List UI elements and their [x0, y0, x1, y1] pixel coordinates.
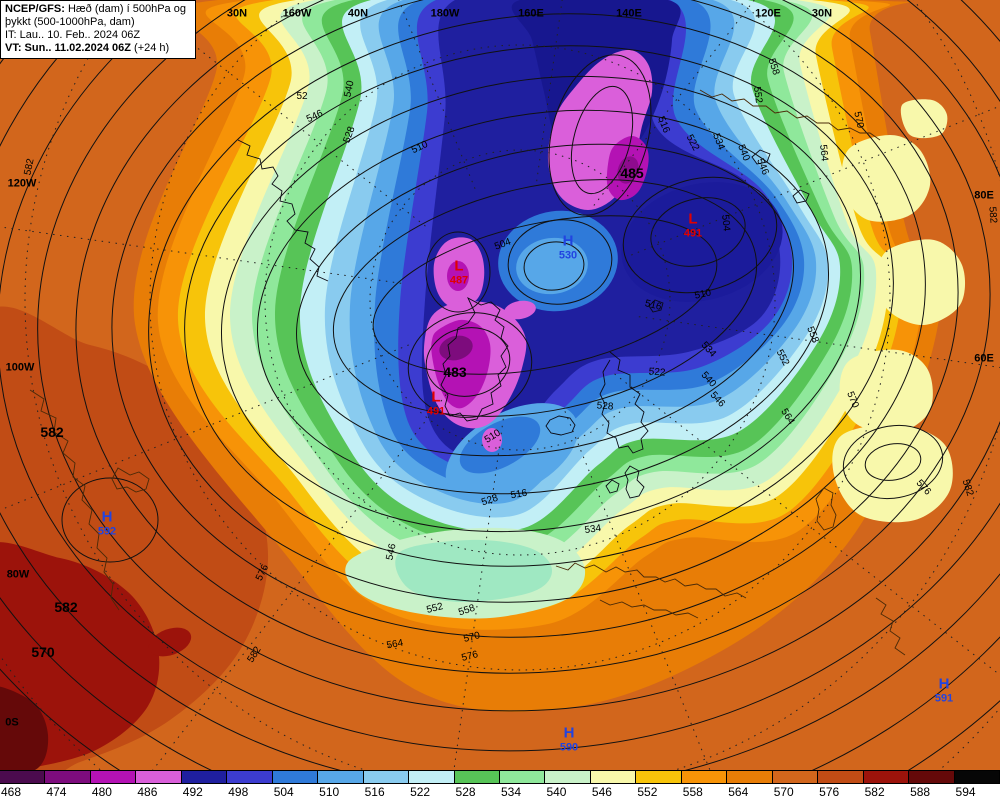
colorbar-tick-label: 528 [455, 785, 476, 799]
title-line-2: þykkt (500-1000hPa, dam) [5, 16, 135, 28]
colorbar-tick-label: 552 [637, 785, 658, 799]
map-canvas: 30N 160W 40N 180W 160E 140E 120E 30N 120W 100W 80W… [0, 0, 1000, 770]
colorbar-swatch [272, 771, 319, 783]
colorbar-swatch [363, 771, 410, 783]
colorbar-swatch [45, 771, 91, 783]
colorbar-tick-label: 582 [864, 785, 885, 799]
colorbar-swatch [499, 771, 546, 783]
colorbar-tick-label: 534 [500, 785, 522, 799]
colorbar-tick-label: 480 [91, 785, 112, 799]
colorbar-tick-label: 474 [46, 785, 67, 799]
colorbar-tick-label: 522 [410, 785, 431, 799]
colorbar-tick-label: 576 [819, 785, 840, 799]
title-line-3: IT: Lau.. 10. Feb.. 2024 06Z [5, 29, 141, 41]
colorbar-swatch [181, 771, 228, 783]
colorbar-swatch [954, 771, 1000, 783]
colorbar-swatch [727, 771, 773, 783]
colorbar-swatch [545, 771, 591, 783]
colorbar-tick-label: 468 [0, 785, 22, 799]
colorbar-swatch [909, 771, 955, 783]
colorbar-swatch [136, 771, 182, 783]
colorbar-tick-label: 594 [955, 785, 976, 799]
map-graphic [0, 0, 1000, 770]
colorbar-swatch [454, 771, 500, 783]
colorbar-swatch [818, 771, 864, 783]
colorbar-tick-label: 492 [182, 785, 203, 799]
colorbar [0, 770, 1000, 784]
colorbar-tick-label: 510 [319, 785, 340, 799]
colorbar-tick-label: 498 [228, 785, 249, 799]
title-box: NCEP/GFS: Hæð (dam) í 500hPa og þykkt (5… [0, 0, 196, 59]
colorbar-swatch [772, 771, 819, 783]
colorbar-swatch [681, 771, 728, 783]
colorbar-tick-label: 564 [728, 785, 749, 799]
colorbar-tick-label: 570 [773, 785, 794, 799]
colorbar-labels: 468 474 480 486 492 498 504 510 516 522 528 534 540 5… [0, 784, 1000, 800]
colorbar-swatch [636, 771, 682, 783]
colorbar-tick-label: 516 [364, 785, 385, 799]
colorbar-swatch [590, 771, 637, 783]
colorbar-tick-label: 504 [273, 785, 294, 799]
colorbar-swatch [0, 771, 46, 783]
colorbar-swatch [863, 771, 910, 783]
title-line-1: NCEP/GFS: Hæð (dam) í 500hPa og [5, 3, 186, 15]
colorbar-tick-label: 486 [137, 785, 158, 799]
colorbar-swatch [409, 771, 455, 783]
colorbar-tick-label: 558 [682, 785, 703, 799]
colorbar-tick-label: 546 [591, 785, 612, 799]
colorbar-tick-label: 540 [546, 785, 567, 799]
colorbar-tick-label: 588 [910, 785, 931, 799]
colorbar-swatch [318, 771, 364, 783]
title-line-4: VT: Sun.. 11.02.2024 06Z (+24 h) [5, 42, 170, 54]
colorbar-swatch [90, 771, 137, 783]
colorbar-swatch [227, 771, 273, 783]
